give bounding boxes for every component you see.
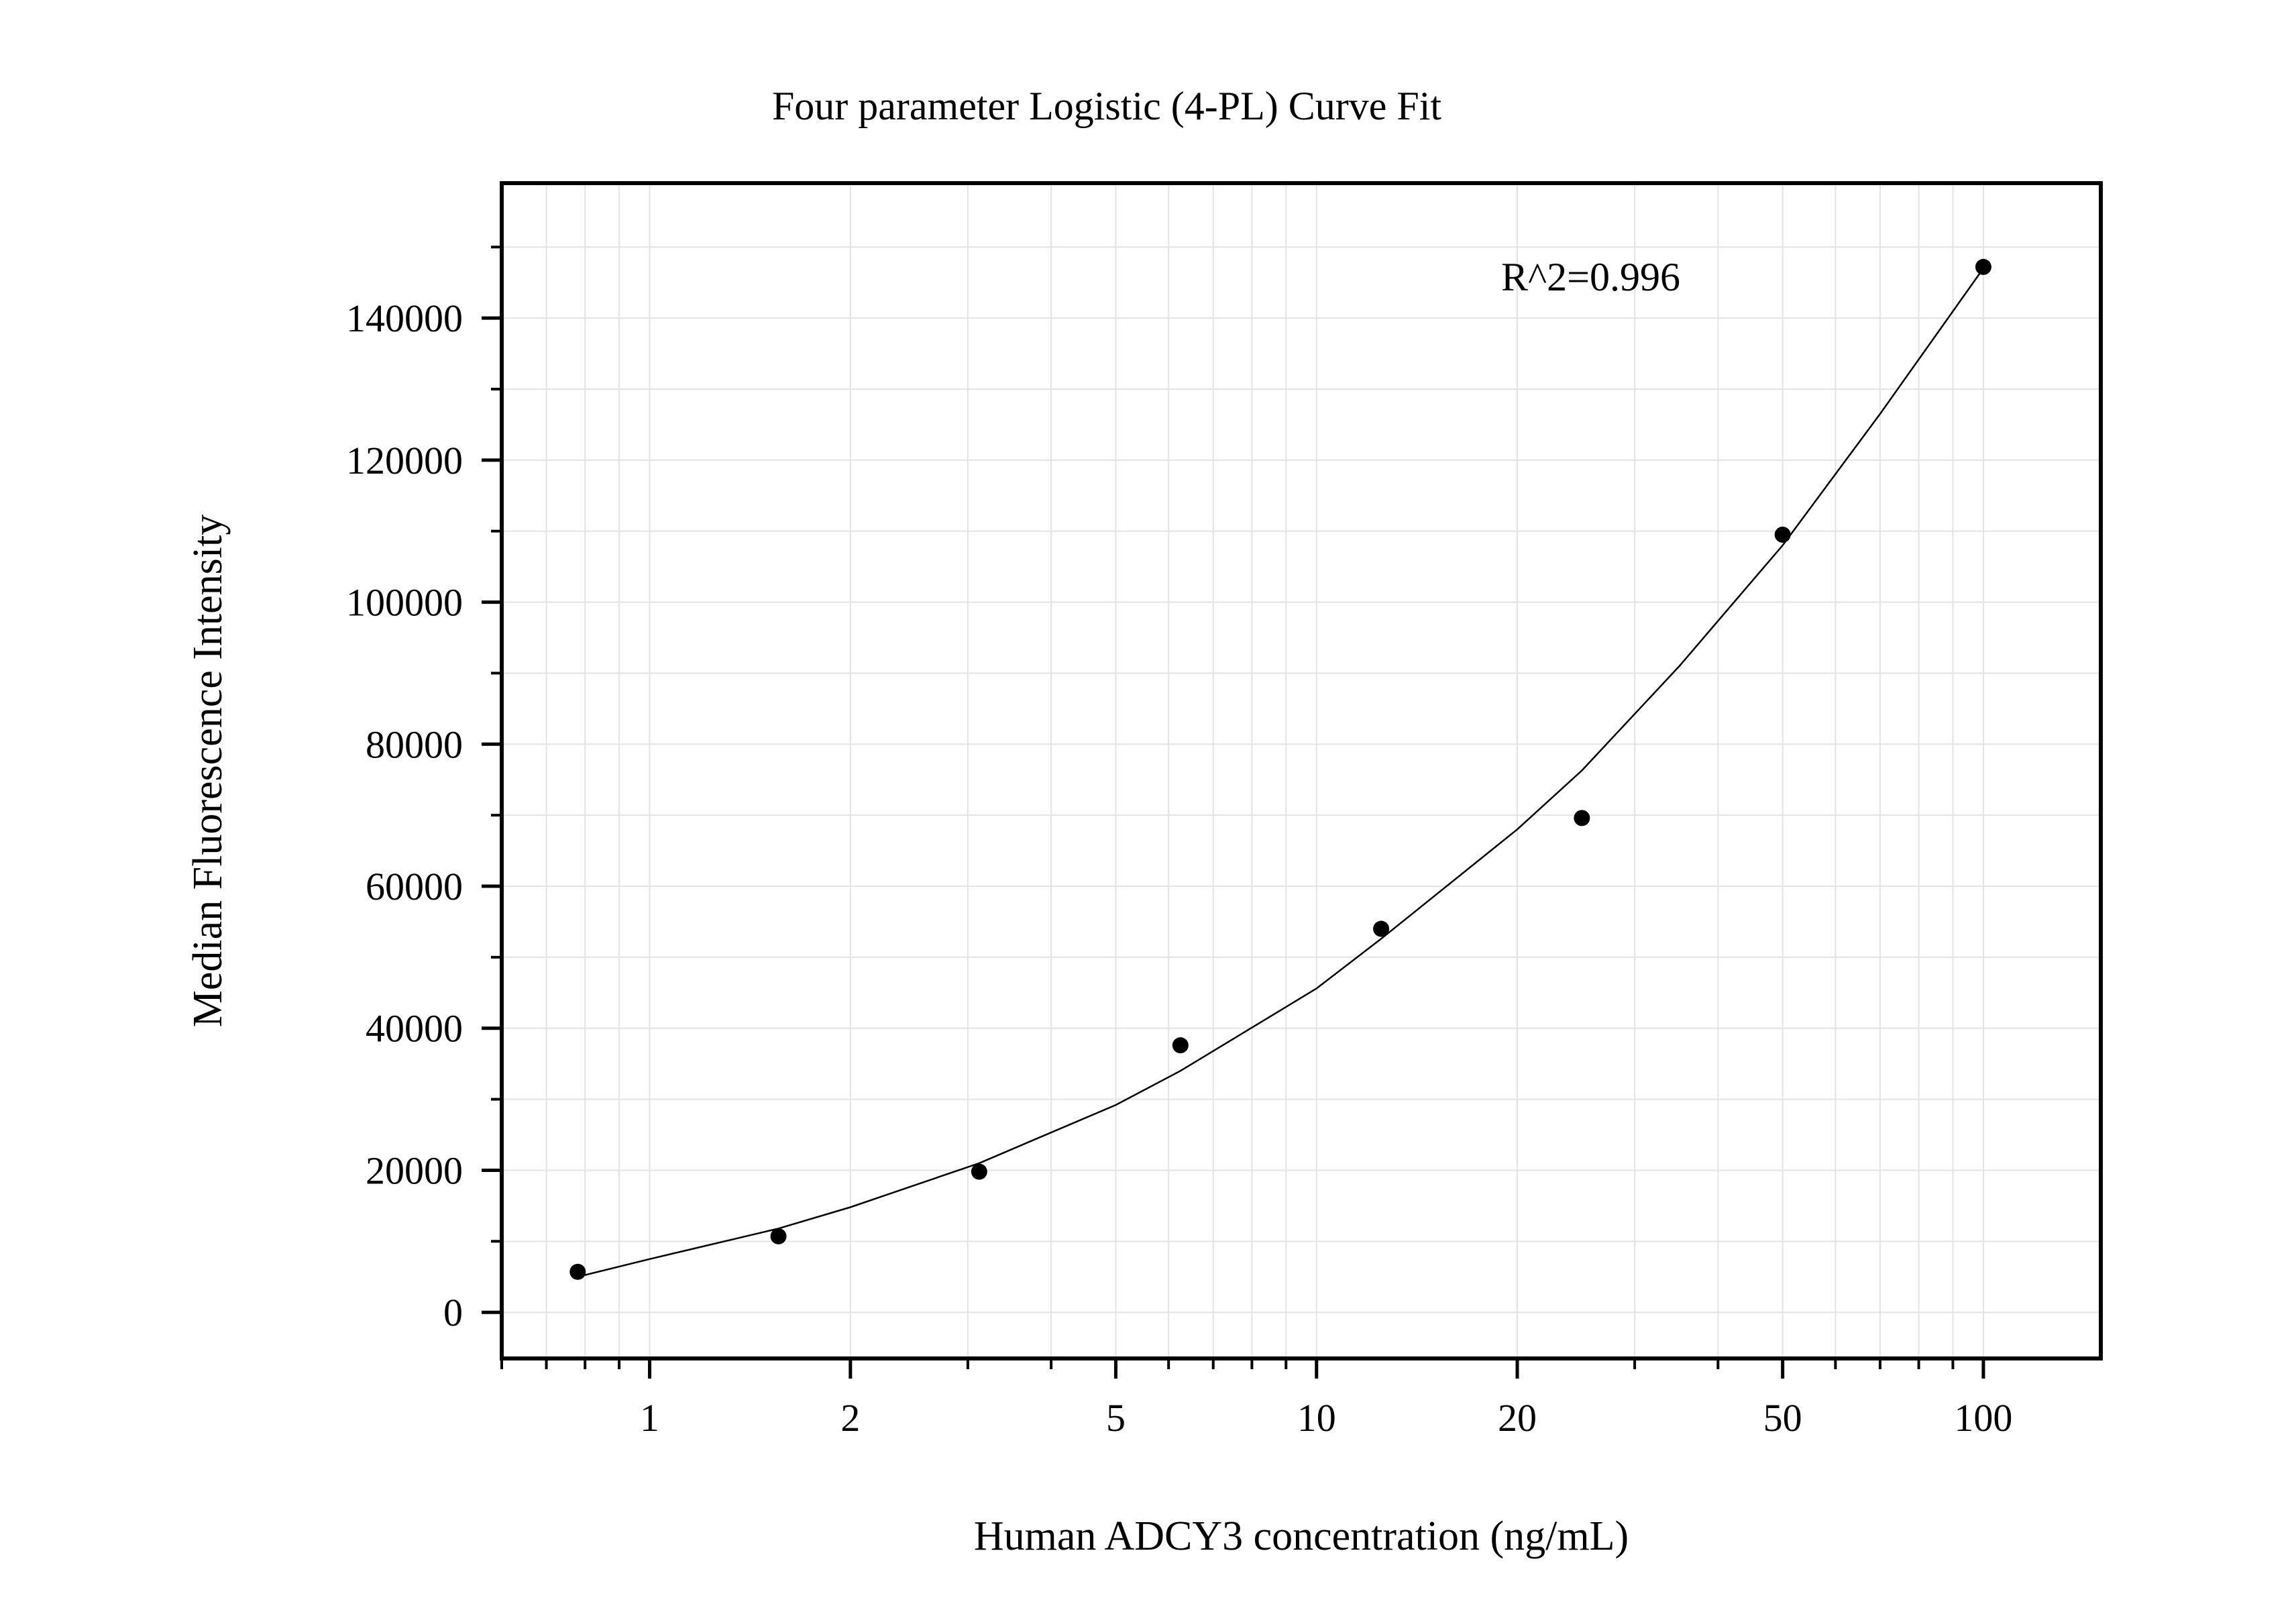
axis-ticks (482, 246, 1985, 1379)
x-tick-label: 2 (840, 1396, 860, 1440)
y-tick-label: 140000 (346, 297, 463, 340)
data-point (770, 1228, 787, 1244)
y-tick-label: 120000 (346, 439, 463, 482)
data-point (1574, 810, 1590, 826)
x-tick-label: 50 (1763, 1396, 1802, 1440)
fit-curve-layer (578, 268, 1984, 1278)
data-point (971, 1163, 987, 1180)
x-tick-label: 10 (1297, 1396, 1336, 1440)
y-tick-label: 100000 (346, 581, 463, 625)
tick-labels: 1 2 5 10 20 50 100 0 20000 40000 60000 80000 100000 1… (346, 297, 2012, 1440)
x-axis-label: Human ADCY3 concentration (ng/mL) (974, 1513, 1629, 1559)
y-tick-label: 60000 (366, 865, 463, 908)
chart-title: Four parameter Logistic (4-PL) Curve Fit (772, 84, 1441, 128)
grid-lines (501, 183, 2101, 1358)
y-tick-label: 80000 (366, 723, 463, 766)
y-axis-label: Median Fluorescence Intensity (185, 515, 231, 1027)
data-point (1975, 258, 1991, 275)
data-point (1172, 1037, 1189, 1054)
data-point (1373, 920, 1390, 937)
x-tick-label: 5 (1106, 1396, 1126, 1440)
data-point (569, 1263, 586, 1280)
x-tick-label: 20 (1498, 1396, 1537, 1440)
fit-curve (578, 268, 1984, 1278)
data-points (569, 258, 1991, 1280)
data-point (1774, 527, 1791, 543)
plot-frame (500, 181, 2103, 1360)
x-tick-label: 100 (1954, 1396, 2012, 1440)
y-tick-label: 20000 (366, 1148, 463, 1192)
r-squared-annotation: R^2=0.996 (1501, 255, 1680, 299)
y-tick-label: 0 (443, 1291, 463, 1334)
x-tick-label: 1 (640, 1396, 659, 1440)
y-tick-label: 40000 (366, 1007, 463, 1051)
